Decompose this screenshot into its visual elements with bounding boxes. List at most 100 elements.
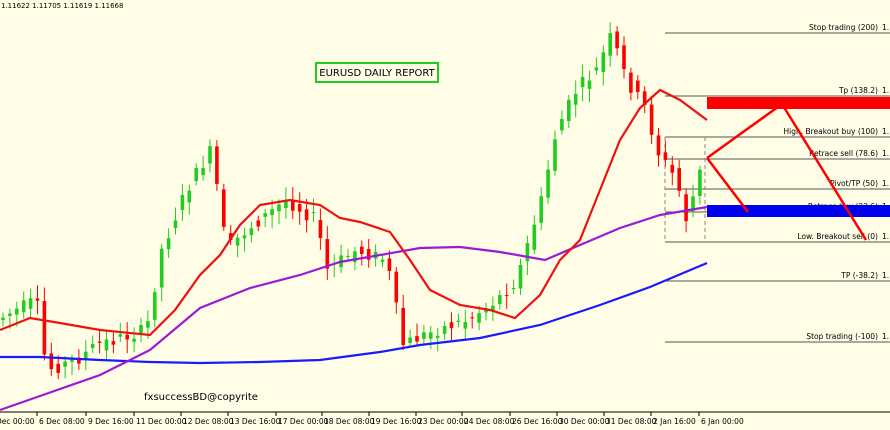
candle-body: [580, 76, 585, 88]
candle-body: [42, 300, 47, 355]
level-price: 1.: [882, 149, 889, 158]
candle-body: [684, 194, 688, 222]
level-price: 1.: [882, 23, 889, 32]
candle-body: [84, 351, 88, 360]
candle-body: [532, 224, 537, 250]
candle-body: [146, 321, 150, 328]
candle-body: [567, 99, 571, 122]
level-label: TP (-38.2): [840, 271, 878, 280]
candle-body: [242, 235, 247, 239]
candle-body: [235, 237, 240, 246]
candle-body: [525, 243, 530, 262]
candle-body: [1, 317, 5, 321]
candle-body: [615, 31, 619, 49]
candle-body: [70, 359, 74, 362]
candle-body: [394, 271, 399, 303]
candle-body: [477, 313, 481, 323]
level-label: Low. Breakout sell (0): [797, 232, 878, 241]
x-label: 12 Dec 08:00: [183, 417, 234, 426]
candle-body: [649, 104, 654, 135]
x-label: 18 Dec 08:00: [324, 417, 375, 426]
candle-body: [360, 246, 364, 254]
candle-body: [228, 233, 233, 241]
level-label: Pivot/TP (50): [830, 179, 878, 188]
candle-body: [153, 292, 157, 320]
level-price: 1.: [882, 127, 889, 136]
x-label: 30 Dec 00:00: [559, 417, 610, 426]
moving-average: [0, 88, 708, 337]
candle-body: [463, 322, 468, 329]
moving-average: [0, 261, 708, 365]
projection-arrows: [706, 102, 868, 241]
candle-body: [201, 168, 205, 176]
candle-body: [698, 169, 702, 196]
level-label: High. Breakout buy (100): [783, 127, 878, 136]
x-label: 26 Dec 16:00: [512, 417, 563, 426]
title-box: [315, 62, 439, 83]
candle-body: [125, 334, 129, 340]
candle-body: [8, 313, 12, 317]
x-label: 31 Dec 08:00: [606, 417, 657, 426]
candle-body: [470, 317, 474, 319]
moving-average: [0, 205, 708, 412]
candle-body: [297, 204, 302, 212]
x-label: 9 Dec 16:00: [88, 417, 134, 426]
candle-body: [187, 190, 192, 203]
candle-body: [663, 152, 668, 160]
candle-body: [622, 45, 626, 70]
x-label: Dec 00:00: [0, 417, 35, 426]
ohlc-header: 1.11622 1.11705 1.11619 1.11668: [1, 2, 123, 10]
level-label: Stop trading (200): [809, 23, 878, 32]
candle-body: [277, 204, 281, 212]
candle-body: [387, 258, 392, 272]
candle-body: [35, 298, 40, 301]
candle-body: [504, 295, 509, 297]
candle-body: [594, 67, 599, 71]
level-label: Retrace sell (78.6): [809, 149, 878, 158]
x-label: 11 Dec 00:00: [136, 417, 187, 426]
candle-body: [560, 119, 564, 131]
candle-body: [456, 320, 461, 322]
candle-body: [118, 334, 123, 337]
candle-body: [636, 80, 640, 92]
level-price: 1.: [882, 86, 889, 95]
watermark: fxsuccessBD@copyrite: [144, 392, 258, 403]
candle-body: [77, 357, 81, 364]
x-label: 23 Dec 00:00: [418, 417, 469, 426]
candle-body: [518, 265, 523, 289]
candle-body: [90, 343, 95, 349]
candle-body: [104, 339, 109, 351]
candle-body: [642, 91, 647, 105]
candle-body: [28, 298, 33, 309]
candle-body: [49, 353, 54, 370]
candle-body: [601, 52, 606, 73]
candle-body: [656, 135, 661, 156]
x-label: 13 Dec 16:00: [230, 417, 281, 426]
candle-body: [180, 195, 185, 210]
candle-body: [97, 341, 102, 343]
x-label: 2 Jan 16:00: [653, 417, 696, 426]
candle-body: [132, 338, 136, 342]
candle-body: [442, 326, 447, 334]
candle-body: [573, 93, 578, 105]
candle-body: [380, 259, 385, 262]
candle-body: [415, 336, 419, 342]
x-label: 6 Dec 08:00: [39, 417, 85, 426]
x-label: 17 Dec 00:00: [278, 417, 329, 426]
candle-body: [401, 307, 405, 346]
candle-body: [270, 209, 274, 216]
candle-body: [435, 335, 440, 338]
candle-body: [546, 169, 550, 198]
candle-body: [111, 341, 116, 345]
candle-body: [159, 248, 164, 288]
candle-body: [408, 337, 412, 343]
candle-body: [325, 239, 330, 269]
candle-body: [449, 322, 454, 329]
candle-body: [63, 361, 67, 367]
x-label: 6 Jan 00:00: [701, 417, 744, 426]
candle-body: [139, 324, 143, 335]
candle-body: [539, 196, 543, 223]
candle-body: [304, 209, 309, 221]
candle-body: [263, 213, 267, 217]
